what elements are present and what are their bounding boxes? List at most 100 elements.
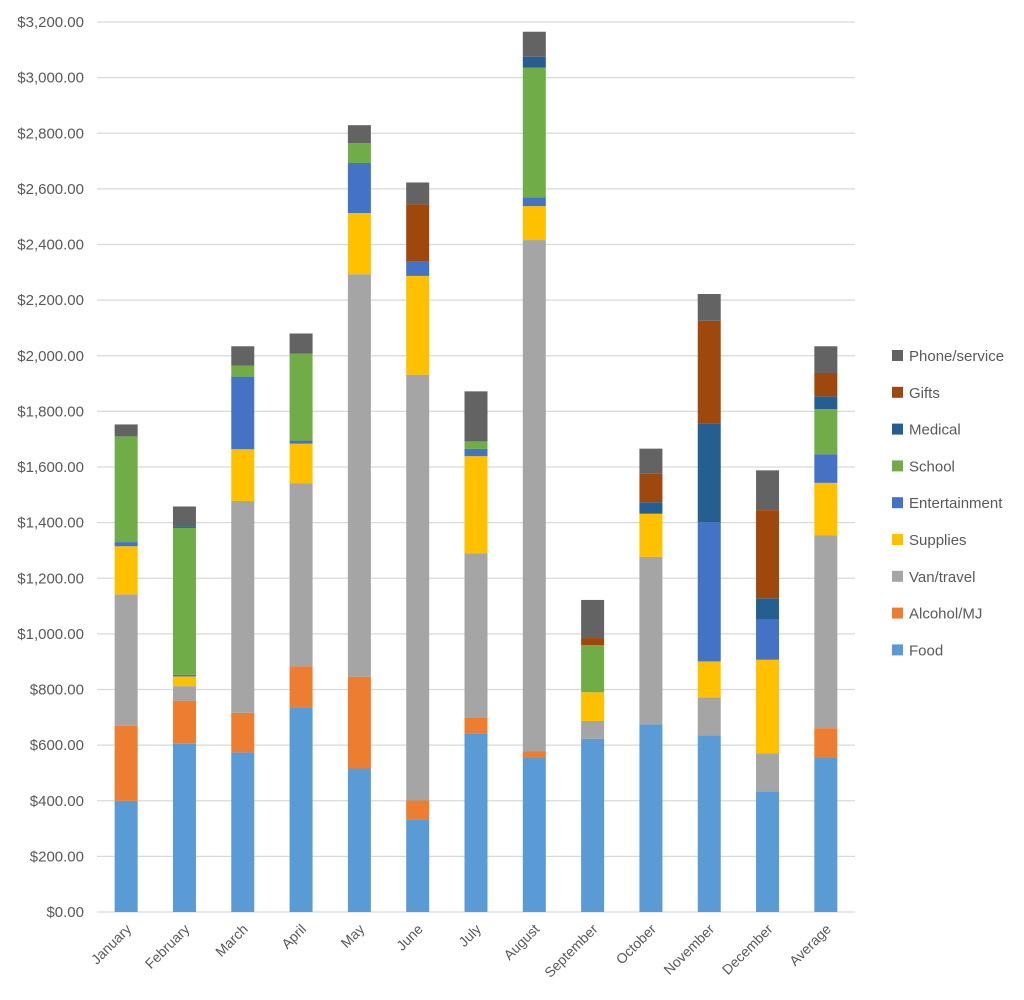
bar-segment-supplies <box>347 213 371 275</box>
bar-segment-van-travel <box>114 594 138 726</box>
bar-segment-supplies <box>231 449 255 501</box>
bar-segment-gifts <box>697 320 721 424</box>
bar-segment-medical <box>172 526 196 528</box>
bar-stack-november <box>697 294 721 912</box>
y-tick-label: $1,800.00 <box>17 403 84 420</box>
bar-segment-food <box>756 791 780 912</box>
legend-item: Alcohol/MJ <box>892 606 982 623</box>
bar-segment-alcohol-mj <box>231 712 255 753</box>
bar-segment-supplies <box>639 513 663 557</box>
x-tick-label: January <box>88 921 135 968</box>
bar-segment-school <box>231 365 255 377</box>
legend-swatch <box>892 607 903 619</box>
bar-segment-phone-service <box>172 506 196 527</box>
bar-segment-phone-service <box>114 424 138 437</box>
bar-segment-van-travel <box>464 553 488 718</box>
bar-segment-school <box>522 67 546 198</box>
bar-segment-entertainment <box>814 454 838 483</box>
bar-segment-entertainment <box>756 619 780 660</box>
y-tick-label: $2,200.00 <box>17 292 84 309</box>
bar-segment-medical <box>522 56 546 68</box>
bar-segment-food <box>231 752 255 912</box>
bar-segment-food <box>581 738 605 912</box>
bar-segment-food <box>522 757 546 912</box>
y-tick-label: $600.00 <box>30 737 84 754</box>
bar-segment-entertainment <box>406 261 430 276</box>
x-tick-label: July <box>455 921 484 950</box>
bar-segment-supplies <box>464 456 488 554</box>
bar-segment-gifts <box>814 372 838 397</box>
bar-segment-supplies <box>581 692 605 721</box>
x-tick-label: April <box>278 921 309 952</box>
bar-segment-van-travel <box>231 500 255 713</box>
y-axis-tick-labels: $0.00 $200.00 $400.00 $600.00 $800.00 $1,000.… <box>17 14 84 921</box>
bar-segment-van-travel <box>697 697 721 736</box>
x-axis-tick-labels: January February March April May June July Augu… <box>88 921 834 981</box>
y-tick-label: $2,800.00 <box>17 125 84 142</box>
bar-stack-october <box>639 448 663 912</box>
bar-segment-phone-service <box>464 391 488 442</box>
bar-segment-school <box>581 645 605 693</box>
y-tick-label: $2,400.00 <box>17 237 84 254</box>
bar-segment-entertainment <box>289 440 313 444</box>
bar-segment-van-travel <box>406 374 430 801</box>
legend-swatch <box>892 423 903 435</box>
bar-segment-entertainment <box>172 674 196 677</box>
legend-label: Medical <box>909 422 961 439</box>
y-tick-label: $200.00 <box>30 848 84 865</box>
bar-segment-phone-service <box>231 346 255 366</box>
legend-swatch <box>892 386 903 398</box>
y-tick-label: $0.00 <box>46 904 84 921</box>
x-tick-label: Average <box>786 921 834 969</box>
bar-segment-supplies <box>756 659 780 754</box>
bar-segment-supplies <box>114 546 138 595</box>
y-tick-label: $1,200.00 <box>17 570 84 587</box>
bar-segment-food <box>289 707 313 912</box>
bar-segment-van-travel <box>581 720 605 739</box>
legend: Phone/service Gifts Medical School Entertain… <box>892 348 1004 659</box>
legend-swatch <box>892 497 903 509</box>
x-tick-label: November <box>660 921 717 978</box>
bar-segment-alcohol-mj <box>172 700 196 744</box>
bar-segment-phone-service <box>522 31 546 57</box>
bar-segment-food <box>347 768 371 912</box>
y-tick-label: $800.00 <box>30 682 84 699</box>
bar-segment-van-travel <box>756 753 780 792</box>
x-tick-label: September <box>541 921 601 981</box>
bar-stack-june <box>406 182 430 912</box>
bar-segment-alcohol-mj <box>406 800 430 820</box>
bar-segment-phone-service <box>639 448 663 474</box>
legend-label: Supplies <box>909 532 967 549</box>
bar-segment-medical <box>639 502 663 514</box>
bar-segment-alcohol-mj <box>814 728 838 758</box>
legend-item: Medical <box>892 422 961 439</box>
bar-segment-school <box>289 353 313 441</box>
bar-segment-medical <box>697 423 721 523</box>
legend-item: Van/travel <box>892 569 975 586</box>
bar-segment-supplies <box>289 443 313 484</box>
bar-segment-phone-service <box>814 346 838 373</box>
bar-segment-school <box>114 436 138 543</box>
bar-segment-supplies <box>522 206 546 241</box>
bar-segment-entertainment <box>697 522 721 662</box>
legend-item: Supplies <box>892 532 967 549</box>
bar-stack-january <box>114 424 138 912</box>
y-tick-label: $2,600.00 <box>17 181 84 198</box>
legend-swatch <box>892 644 903 656</box>
legend-swatch <box>892 570 903 582</box>
x-tick-label: February <box>142 921 193 972</box>
legend-swatch <box>892 350 903 361</box>
y-tick-label: $400.00 <box>30 793 84 810</box>
bar-stack-february <box>172 506 196 912</box>
bar-segment-alcohol-mj <box>289 666 313 708</box>
y-tick-label: $1,000.00 <box>17 626 84 643</box>
bar-segment-school <box>814 409 838 455</box>
legend-item: Gifts <box>892 385 940 402</box>
bar-segment-medical <box>814 396 838 410</box>
bar-segment-school <box>347 143 371 164</box>
bar-segment-supplies <box>172 676 196 687</box>
bar-segment-food <box>406 819 430 912</box>
bar-segment-van-travel <box>172 686 196 701</box>
bar-segment-supplies <box>697 661 721 698</box>
